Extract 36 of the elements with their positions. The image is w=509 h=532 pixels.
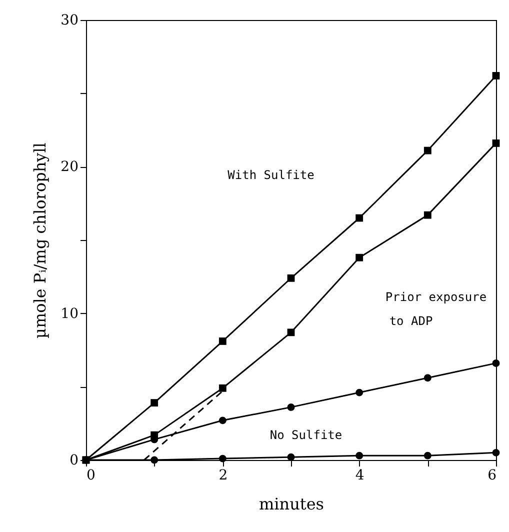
x-tick-label: 2 xyxy=(218,468,228,484)
y-tick-label: 20 xyxy=(60,159,78,176)
point xyxy=(218,416,226,424)
point xyxy=(424,374,432,382)
x-tick-label: 6 xyxy=(488,468,497,484)
point xyxy=(356,254,364,262)
point xyxy=(424,146,432,154)
y-tick-label: 30 xyxy=(60,12,78,28)
point xyxy=(356,452,364,460)
point xyxy=(492,448,500,456)
point xyxy=(150,456,158,464)
annotation: Prior exposure xyxy=(385,290,487,304)
point xyxy=(218,384,226,392)
x-tick-label: 4 xyxy=(355,468,364,484)
annotation: to ADP xyxy=(389,314,433,328)
point xyxy=(287,453,295,461)
point xyxy=(218,454,226,462)
y-tick-label: 10 xyxy=(60,306,78,322)
point xyxy=(492,139,500,147)
point xyxy=(356,214,364,222)
point xyxy=(492,72,500,80)
point xyxy=(424,452,432,460)
y-axis-title: µmole Pᵢ/mg chlorophyll xyxy=(30,142,50,338)
x-tick-label: 0 xyxy=(86,468,96,484)
x-axis-title: minutes xyxy=(258,494,324,514)
point xyxy=(287,328,295,336)
point xyxy=(356,388,364,396)
point xyxy=(218,337,226,345)
annotation: With Sulfite xyxy=(228,168,314,182)
point xyxy=(287,274,295,282)
point xyxy=(424,211,432,219)
point xyxy=(150,399,158,407)
point xyxy=(492,359,500,367)
y-tick-label: 0 xyxy=(70,452,78,468)
point xyxy=(287,403,295,411)
annotation: No Sulfite xyxy=(270,428,342,442)
